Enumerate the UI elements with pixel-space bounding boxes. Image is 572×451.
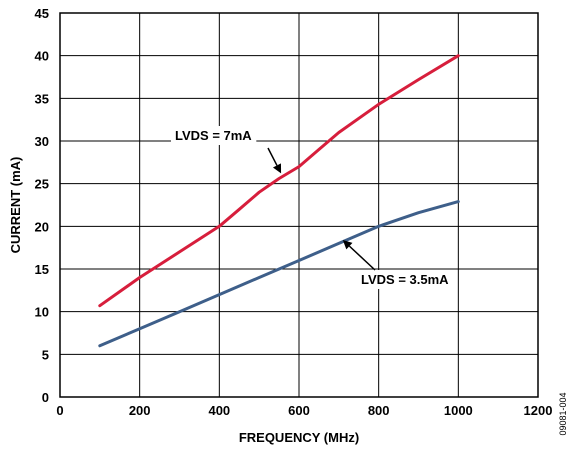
x-tick-label: 600 bbox=[288, 403, 310, 418]
annotation-lvds-3-5ma-arrowhead bbox=[342, 239, 353, 250]
x-axis-title: FREQUENCY (MHz) bbox=[239, 430, 359, 445]
annotation-lvds-3-5ma-label: LVDS = 3.5mA bbox=[361, 272, 449, 287]
y-tick-label: 40 bbox=[35, 49, 49, 64]
annotation-lvds-7ma-label: LVDS = 7mA bbox=[175, 128, 252, 143]
x-tick-label: 400 bbox=[208, 403, 230, 418]
annotation-lvds-7ma-arrowhead bbox=[272, 163, 282, 174]
y-axis-title: CURRENT (mA) bbox=[8, 157, 23, 254]
plot-frame bbox=[59, 12, 539, 398]
y-tick-label: 25 bbox=[35, 177, 49, 192]
series-line-0 bbox=[98, 54, 460, 308]
y-tick-label: 0 bbox=[42, 390, 49, 405]
x-tick-label: 1000 bbox=[444, 403, 473, 418]
x-tick-label: 0 bbox=[56, 403, 63, 418]
x-tick-label: 200 bbox=[129, 403, 151, 418]
series-lines bbox=[98, 54, 460, 348]
figure-code: 09081-004 bbox=[558, 392, 568, 435]
y-tick-label: 30 bbox=[35, 134, 49, 149]
y-tick-label: 45 bbox=[35, 6, 49, 21]
annotation-lvds-3-5ma-arrow bbox=[348, 245, 376, 271]
y-tick-label: 10 bbox=[35, 305, 49, 320]
x-tick-label: 800 bbox=[368, 403, 390, 418]
y-tick-label: 35 bbox=[35, 91, 49, 106]
x-tick-label: 1200 bbox=[524, 403, 553, 418]
y-tick-label: 5 bbox=[42, 347, 49, 362]
series-line-1 bbox=[98, 200, 460, 348]
annotation-lvds-3-5ma: LVDS = 3.5mA bbox=[342, 239, 454, 289]
annotation-lvds-7ma-arrow bbox=[267, 147, 278, 166]
y-tick-label: 20 bbox=[35, 219, 49, 234]
x-tick-labels: 0 200 400 600 800 1000 1200 bbox=[56, 403, 552, 418]
y-tick-label: 15 bbox=[35, 262, 49, 277]
y-tick-labels: 0 5 10 15 20 25 30 35 40 45 bbox=[35, 6, 49, 405]
annotation-lvds-7ma: LVDS = 7mA bbox=[171, 126, 282, 174]
grid-lines bbox=[59, 12, 539, 398]
